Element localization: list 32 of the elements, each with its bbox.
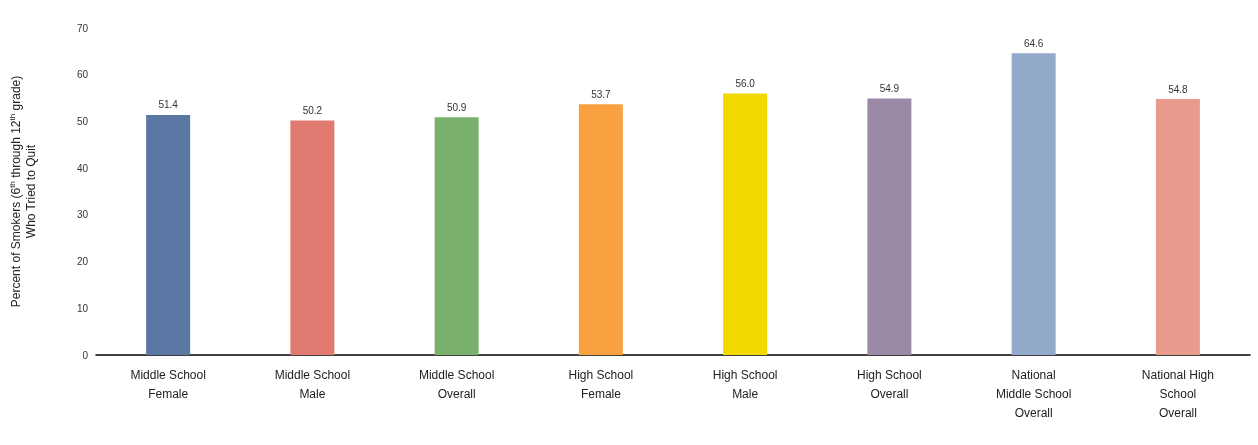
y-tick-label: 70: [76, 22, 89, 34]
y-tick-label: 0: [82, 349, 89, 361]
bar: [1011, 53, 1056, 355]
bar: [1155, 99, 1200, 355]
bar: [290, 120, 335, 355]
x-tick-label: National High School Overall: [1141, 367, 1214, 420]
x-tick-label: National Middle School Overall: [995, 367, 1072, 420]
bar: [578, 104, 623, 355]
data-label: 54.9: [879, 83, 900, 95]
data-label: 50.9: [446, 101, 467, 113]
x-tick-label: Middle School Female: [130, 367, 206, 401]
bar: [146, 114, 191, 355]
x-tick-label: High School Male: [712, 367, 778, 401]
x-tick-label: High School Female: [568, 367, 634, 401]
bar: [434, 117, 479, 355]
data-label: 56.0: [735, 77, 756, 89]
y-tick-label: 30: [76, 209, 89, 221]
x-tick-label: High School Overall: [857, 367, 922, 401]
y-tick-label: 10: [76, 302, 89, 314]
data-label: 51.4: [158, 99, 179, 111]
x-tick-label: Middle School Male: [274, 367, 351, 401]
data-label: 53.7: [591, 88, 612, 100]
x-tick-label: Middle School Overall: [418, 367, 495, 401]
bar: [723, 93, 768, 355]
y-tick-label: 20: [76, 256, 89, 268]
data-label: 64.6: [1023, 37, 1044, 49]
y-tick-label: 40: [76, 162, 89, 174]
data-label: 54.8: [1168, 83, 1189, 95]
data-label: 50.2: [302, 104, 323, 116]
bar: [867, 98, 912, 355]
y-tick-label: 50: [76, 115, 89, 127]
y-tick-label: 60: [76, 69, 89, 81]
